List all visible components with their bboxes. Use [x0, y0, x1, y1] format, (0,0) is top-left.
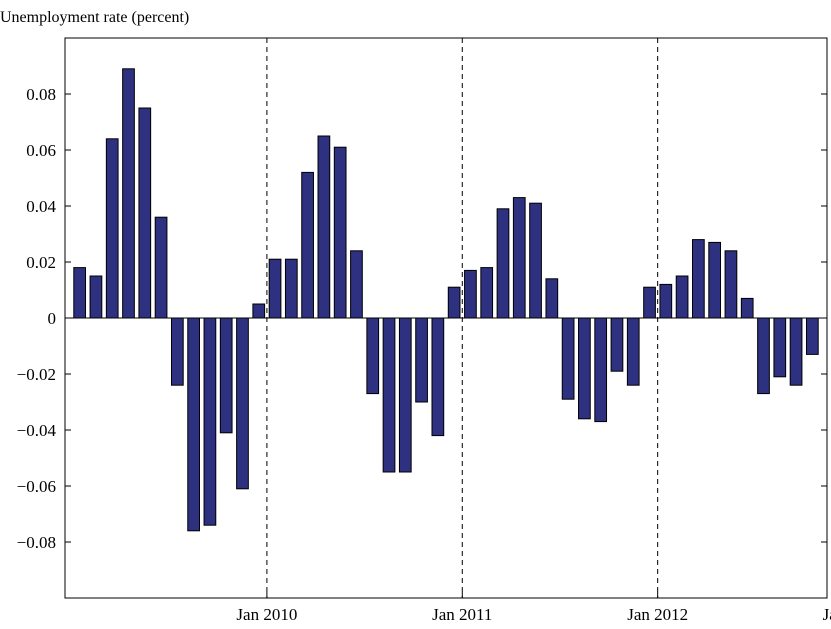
bar — [333, 146, 347, 319]
y-tick-label: 0.08 — [26, 85, 56, 104]
y-tick-label: 0.06 — [26, 141, 56, 160]
bar — [89, 275, 103, 319]
bar — [268, 258, 282, 319]
bar — [805, 317, 819, 355]
bar — [219, 317, 233, 434]
bar — [464, 269, 477, 319]
bar — [578, 317, 591, 420]
bar — [284, 258, 298, 319]
y-axis: −0.08 −0.06 −0.04 −0.02 0 0.02 0.04 0.06 0.08 — [17, 85, 827, 552]
bar — [73, 267, 87, 319]
bars — [73, 68, 819, 532]
bar — [496, 208, 510, 319]
y-axis-label: Unemployment rate (percent) — [0, 9, 189, 26]
bar — [708, 241, 722, 319]
y-tick-label: 0.02 — [26, 253, 56, 272]
bar — [626, 317, 640, 386]
bar — [252, 303, 266, 319]
bar — [301, 171, 314, 319]
bar — [366, 317, 380, 395]
bar — [398, 317, 412, 473]
bar — [529, 202, 542, 319]
bar — [643, 286, 656, 319]
x-axis: Jan 2010 Jan 2011 Jan 2012 Jan 2013 — [236, 592, 831, 624]
bar — [203, 317, 217, 526]
bar — [415, 317, 428, 403]
bar — [675, 275, 689, 319]
y-tick-label: −0.02 — [17, 365, 56, 384]
x-tick-label: Jan 2013 — [823, 605, 831, 624]
bar — [187, 317, 200, 532]
bar — [545, 278, 559, 319]
x-tick-label: Jan 2011 — [432, 605, 492, 624]
bar — [317, 135, 331, 319]
bar — [480, 267, 494, 319]
y-tick-label: 0.04 — [26, 197, 56, 216]
bar — [122, 68, 135, 319]
bar — [740, 297, 754, 319]
bar — [724, 250, 738, 319]
bar — [447, 286, 461, 319]
y-tick-label: 0 — [48, 309, 57, 328]
bar — [138, 107, 152, 319]
bar — [789, 317, 803, 386]
x-tick-label: Jan 2012 — [627, 605, 688, 624]
bar — [382, 317, 396, 473]
y-tick-label: −0.06 — [17, 477, 56, 496]
bar — [610, 317, 624, 372]
bar — [154, 216, 168, 319]
bar — [561, 317, 575, 400]
bar — [594, 317, 608, 423]
y-tick-label: −0.08 — [17, 533, 56, 552]
bar — [692, 239, 705, 319]
bar — [431, 317, 445, 437]
bar — [659, 283, 673, 319]
bar — [512, 197, 526, 319]
y-tick-label: −0.04 — [17, 421, 57, 440]
x-tick-label: Jan 2010 — [236, 605, 297, 624]
bar — [170, 317, 184, 386]
bar — [350, 250, 363, 319]
bar — [236, 317, 249, 490]
bar — [105, 138, 119, 319]
bar — [757, 317, 770, 395]
bar — [773, 317, 787, 378]
